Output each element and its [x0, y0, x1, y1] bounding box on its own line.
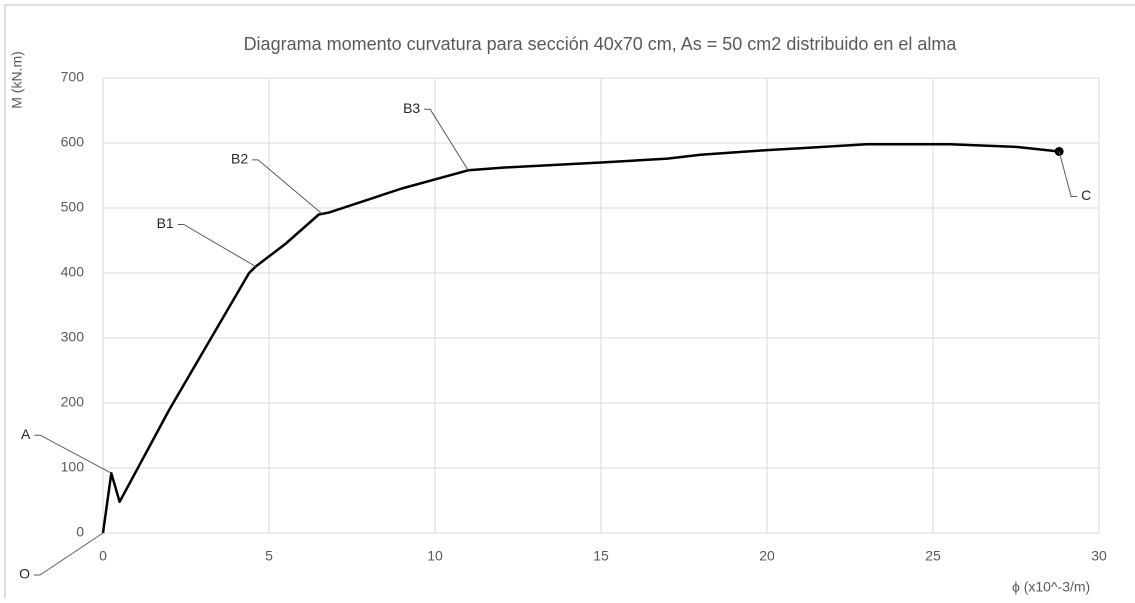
chart-title: Diagrama momento curvatura para sección … — [244, 34, 958, 54]
annotation-leader — [34, 532, 104, 576]
y-tick-label: 500 — [61, 199, 85, 215]
y-axis-label: M (kN.m) — [9, 51, 25, 109]
x-tick-label: 15 — [593, 548, 609, 564]
x-tick-label: 0 — [99, 548, 107, 564]
data-line — [101, 143, 1060, 534]
annotation-label: B1 — [157, 215, 174, 231]
y-tick-label: 0 — [76, 524, 84, 540]
annotation-leader — [424, 108, 469, 171]
annotation-leader — [1058, 151, 1078, 197]
annotation-label: A — [21, 426, 31, 442]
y-tick-label: 700 — [61, 69, 85, 85]
annotation-label: B2 — [231, 151, 248, 167]
x-tick-label: 25 — [925, 548, 941, 564]
x-tick-label: 5 — [265, 548, 273, 564]
x-axis-label: ϕ (x10^-3/m) — [1012, 579, 1090, 595]
annotation-leader — [177, 224, 256, 267]
annotation-leader — [34, 434, 112, 474]
x-tick-label: 20 — [759, 548, 775, 564]
x-tick-label: 10 — [427, 548, 443, 564]
y-tick-label: 200 — [61, 394, 85, 410]
y-tick-label: 400 — [61, 264, 85, 280]
y-tick-label: 600 — [61, 134, 85, 150]
annotation-label: C — [1081, 187, 1091, 203]
chart-border — [4, 4, 1135, 603]
y-tick-label: 300 — [61, 329, 85, 345]
annotation-label: O — [19, 566, 30, 582]
x-tick-label: 30 — [1091, 548, 1107, 564]
annotation-label: B3 — [403, 100, 420, 116]
annotation-leader — [252, 159, 323, 215]
y-tick-label: 100 — [61, 459, 85, 475]
